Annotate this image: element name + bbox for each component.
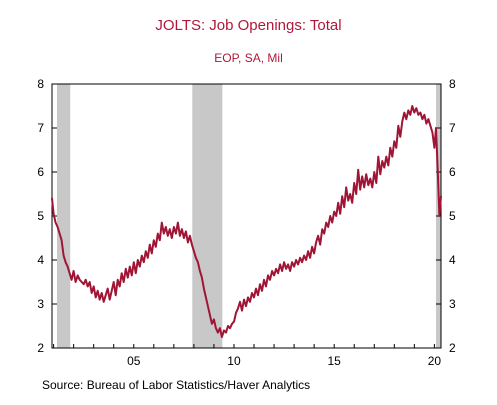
- x-tick-label-20: 20: [428, 354, 442, 368]
- y-tick-label-right-4: 4: [449, 253, 456, 267]
- x-tick-label-10: 10: [227, 354, 241, 368]
- y-tick-label-left-7: 7: [37, 121, 44, 135]
- y-tick-label-left-4: 4: [37, 253, 44, 267]
- y-tick-label-right-3: 3: [449, 297, 456, 311]
- y-tick-label-right-7: 7: [449, 121, 456, 135]
- x-tick-label-05: 05: [127, 354, 141, 368]
- chart-title: JOLTS: Job Openings: Total: [155, 17, 342, 34]
- recession-band-1: [57, 84, 71, 348]
- recession-shading-group: [57, 84, 441, 348]
- source-note: Source: Bureau of Labor Statistics/Haver…: [42, 378, 311, 392]
- y-tick-label-right-2: 2: [449, 341, 456, 355]
- y-tick-label-right-8: 8: [449, 77, 456, 91]
- chart-subtitle: EOP, SA, Mil: [214, 51, 283, 65]
- x-axis: 05 10 15 20: [53, 344, 442, 368]
- y-tick-label-left-5: 5: [37, 209, 44, 223]
- y-tick-label-right-6: 6: [449, 165, 456, 179]
- plot-frame: [51, 83, 442, 349]
- y-tick-label-right-5: 5: [449, 209, 456, 223]
- y-tick-label-left-2: 2: [37, 341, 44, 355]
- x-tick-label-15: 15: [328, 354, 342, 368]
- recession-band-2: [192, 84, 223, 348]
- job-openings-line: [51, 105, 442, 338]
- left-y-axis: 2 3 4 5 6 7 8: [37, 77, 57, 355]
- y-tick-label-left-3: 3: [37, 297, 44, 311]
- y-tick-label-left-6: 6: [37, 165, 44, 179]
- y-tick-label-left-8: 8: [37, 77, 44, 91]
